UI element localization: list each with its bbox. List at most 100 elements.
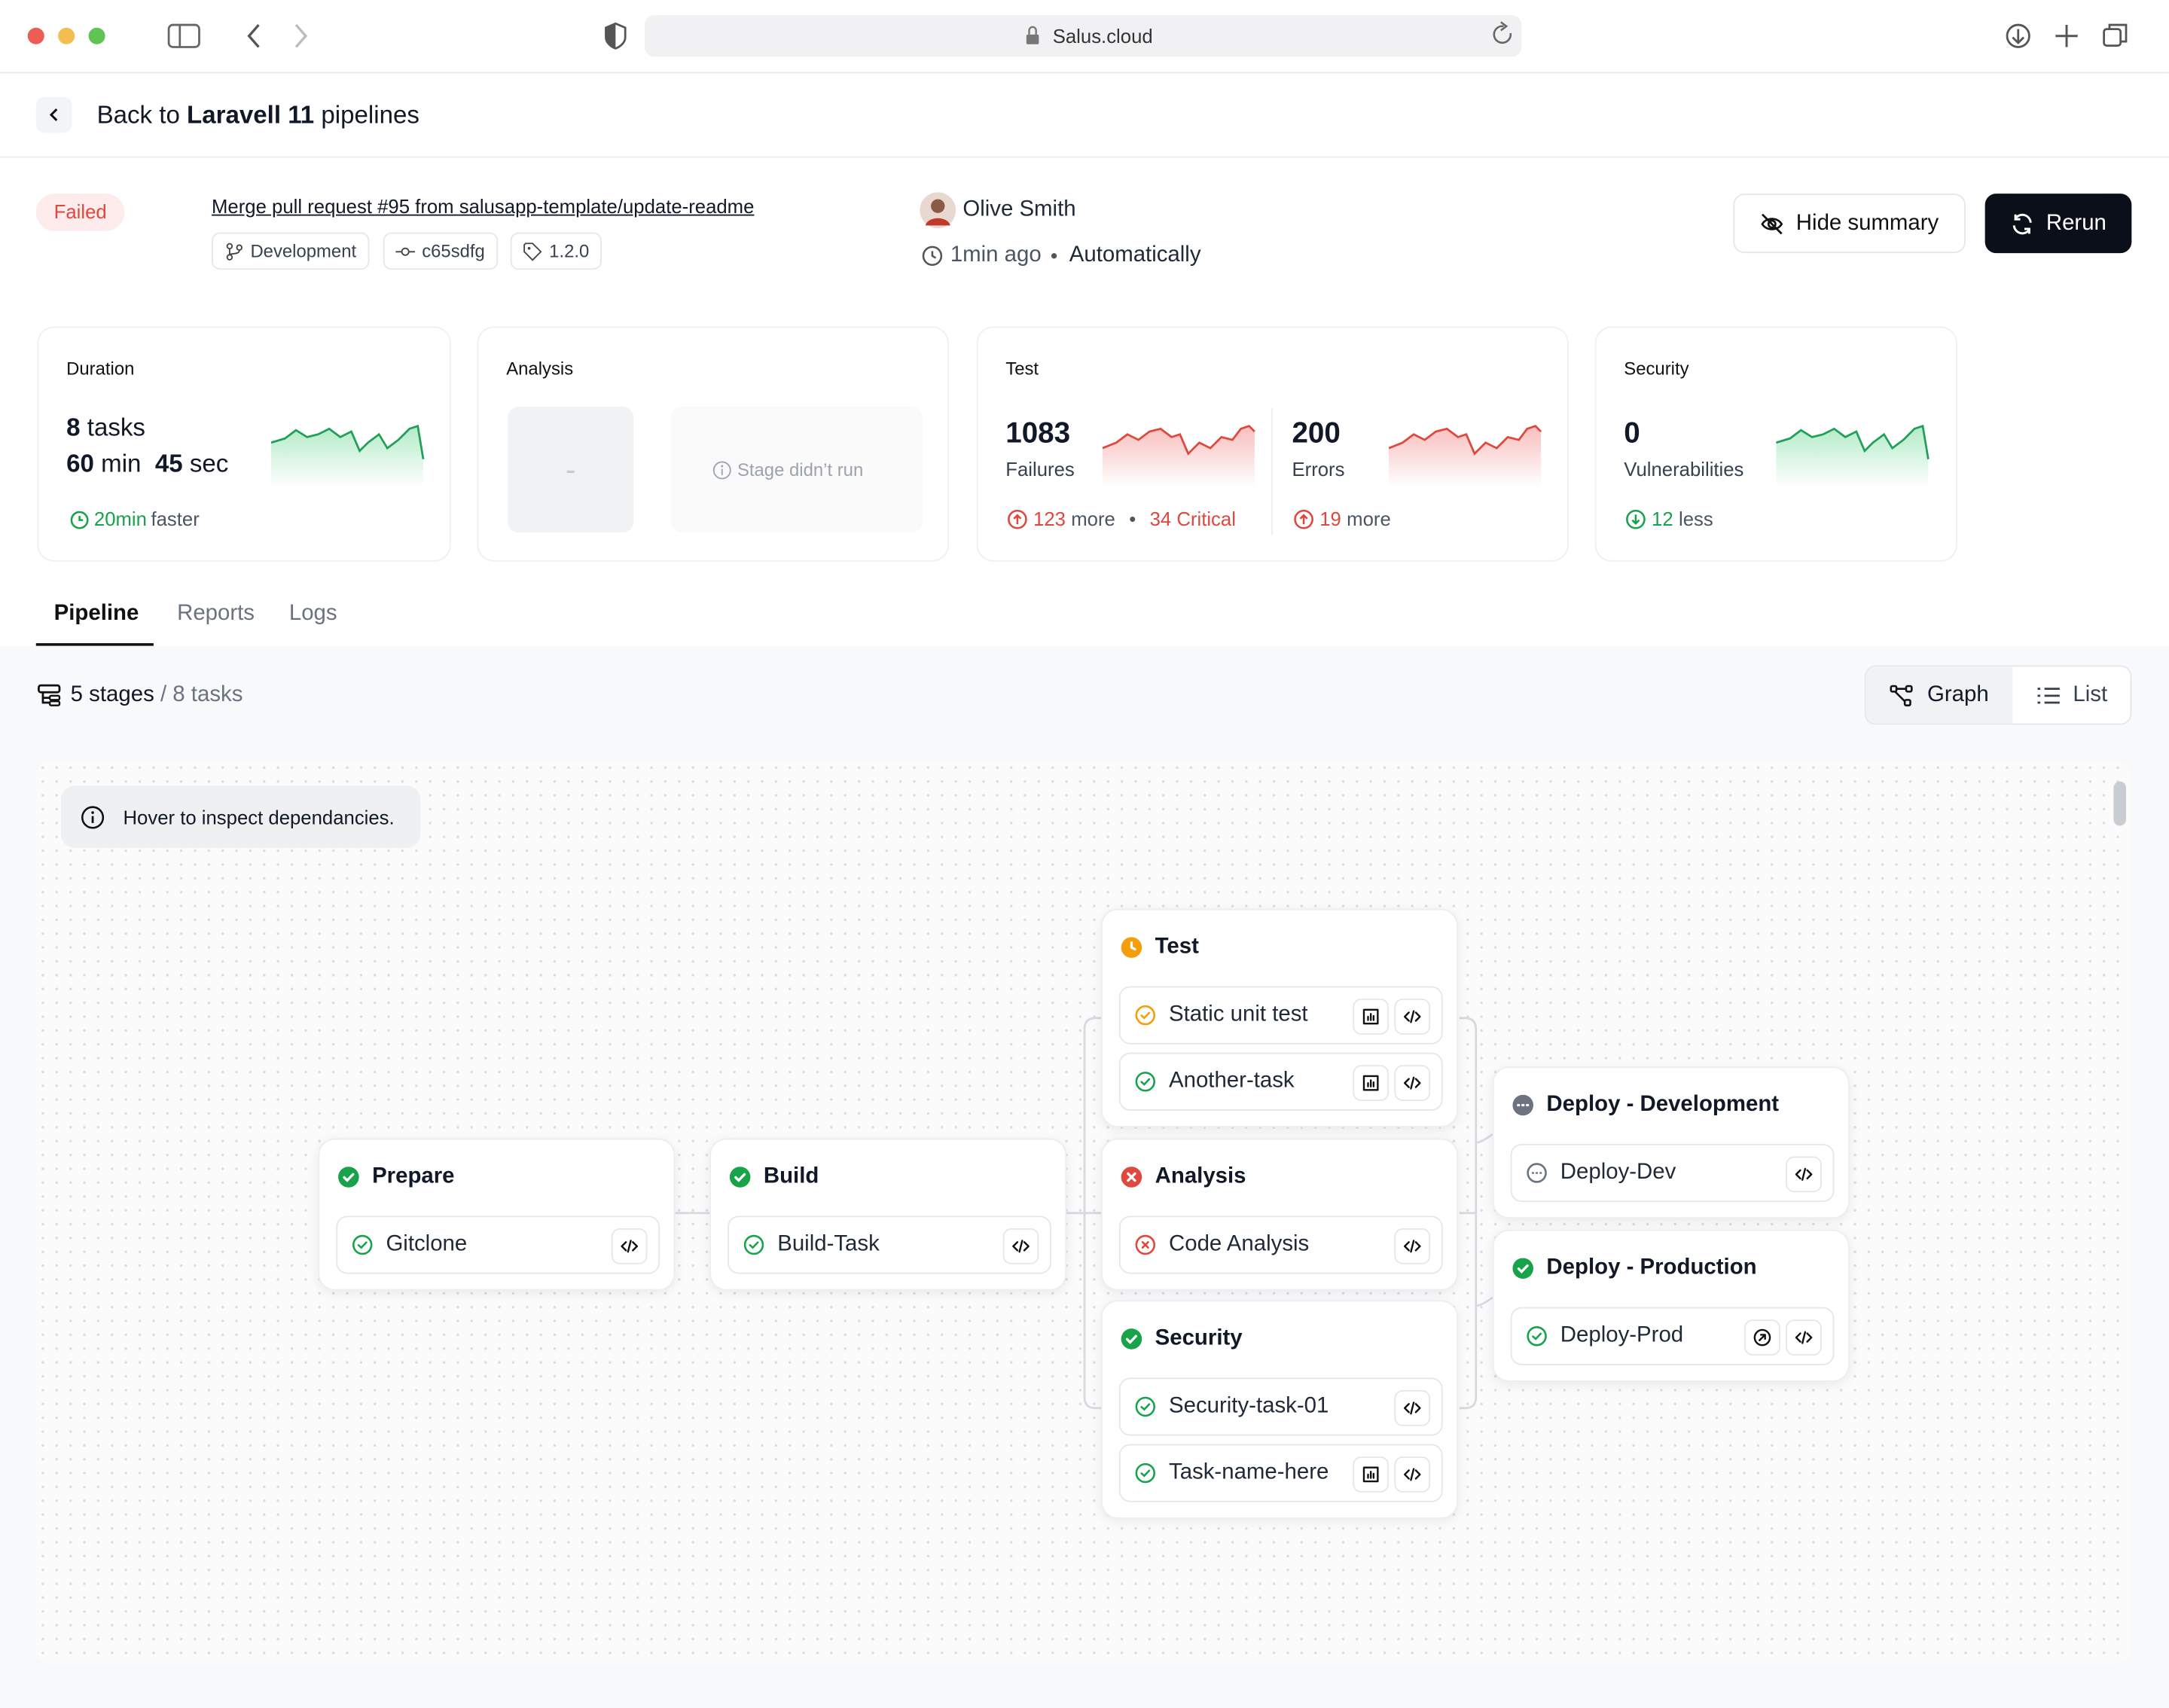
task-action-link[interactable] xyxy=(1744,1319,1780,1356)
back-link[interactable]: Back to Laravell 11 pipelines xyxy=(97,101,419,130)
stage-status-icon xyxy=(1512,1258,1533,1279)
delta-label: more xyxy=(1347,508,1391,530)
version: 1.2.0 xyxy=(549,240,590,262)
task-status-icon xyxy=(352,1234,373,1255)
action-icon xyxy=(1362,1008,1379,1025)
icon-part xyxy=(621,1240,638,1253)
task-action-code[interactable] xyxy=(1786,1156,1822,1193)
commit-chip: c65sdfg xyxy=(383,232,498,270)
task-row[interactable]: Code Analysis xyxy=(1118,1215,1443,1274)
rerun-label: Rerun xyxy=(2045,211,2106,235)
task-action-code[interactable] xyxy=(1786,1319,1822,1356)
author: Olive Smith xyxy=(962,197,1076,221)
analysis-placeholder: - xyxy=(508,406,634,533)
stage-header: Build xyxy=(729,1165,819,1190)
task-row[interactable]: Static unit test xyxy=(1118,986,1443,1045)
icon-part xyxy=(1135,1005,1156,1026)
task-action-code[interactable] xyxy=(1394,1389,1431,1426)
graph-label: Graph xyxy=(1927,682,1989,706)
task-row[interactable]: Another-task xyxy=(1118,1052,1443,1111)
avatar xyxy=(920,192,956,229)
stage-status-icon xyxy=(1121,1167,1142,1188)
stage-name: Analysis xyxy=(1155,1164,1246,1188)
icon-part xyxy=(1403,1010,1421,1023)
task-action-report[interactable] xyxy=(1353,1456,1390,1493)
tab[interactable]: Reports xyxy=(177,601,255,626)
task-row[interactable]: Build-Task xyxy=(728,1215,1051,1274)
stage-node[interactable]: Deploy - Development Deploy-Dev xyxy=(1492,1066,1850,1219)
action-icon xyxy=(1753,1328,1771,1347)
stage-node[interactable]: Security Security-task-01 Task-name-here xyxy=(1101,1300,1458,1519)
task-action-code[interactable] xyxy=(1394,1065,1431,1102)
icon-part xyxy=(1403,1468,1421,1481)
list-view-button[interactable]: List xyxy=(2012,666,2130,723)
tab[interactable]: Pipeline xyxy=(53,601,139,626)
up-icon xyxy=(1294,508,1313,529)
stage-node[interactable]: Build Build-Task xyxy=(709,1138,1067,1291)
card-title: Analysis xyxy=(506,358,574,380)
task-action-code[interactable] xyxy=(1394,1228,1431,1264)
task-action-report[interactable] xyxy=(1353,999,1390,1035)
icon-part xyxy=(357,1241,368,1249)
run-time: 1min ago xyxy=(950,243,1042,267)
icon-part xyxy=(743,1234,764,1255)
icon-part xyxy=(1140,1078,1151,1086)
url[interactable]: Salus.cloud xyxy=(1052,25,1153,47)
icon-part xyxy=(1403,1240,1421,1253)
delta-value: 20min xyxy=(93,508,147,530)
task-action-code[interactable] xyxy=(1394,999,1431,1035)
task-row[interactable]: Task-name-here xyxy=(1118,1444,1443,1502)
delta-value: 12 xyxy=(1652,508,1673,530)
stage-node[interactable]: Test Static unit test Another-task xyxy=(1101,908,1458,1127)
task-name: Code Analysis xyxy=(1169,1232,1310,1256)
duration-time: 60 min 45 sec xyxy=(66,450,228,479)
stage-name: Build xyxy=(763,1164,819,1188)
icon-part xyxy=(352,1234,373,1255)
hint-text: Hover to inspect dependancies. xyxy=(123,805,395,828)
task-action-code[interactable] xyxy=(1394,1456,1431,1493)
task-row[interactable]: Deploy-Prod xyxy=(1510,1307,1835,1365)
icon-part xyxy=(729,1167,751,1188)
icon-part xyxy=(1527,1326,1547,1347)
task-action-code[interactable] xyxy=(1002,1228,1039,1264)
min-label: min xyxy=(101,449,142,477)
commit-message[interactable]: Merge pull request #95 from salusapp-tem… xyxy=(212,194,755,218)
task-action-code[interactable] xyxy=(611,1228,648,1264)
task-name: Deploy-Prod xyxy=(1560,1323,1684,1347)
action-icon xyxy=(1403,1240,1421,1253)
task-row[interactable]: Gitclone xyxy=(336,1215,660,1274)
hide-summary-button[interactable]: Hide summary xyxy=(1733,194,1966,254)
task-name: Static unit test xyxy=(1169,1002,1308,1026)
tag-icon xyxy=(523,242,542,261)
task-action-report[interactable] xyxy=(1353,1065,1390,1102)
failures: 1083 xyxy=(1005,417,1071,450)
action-icon xyxy=(1362,1466,1379,1483)
icon-part xyxy=(1121,1328,1142,1350)
delta-value: 19 xyxy=(1319,508,1341,530)
critical: 34 Critical xyxy=(1149,508,1236,530)
stage-node[interactable]: Deploy - Production Deploy-Prod xyxy=(1492,1229,1850,1382)
icon-part xyxy=(1135,1462,1156,1484)
back-button[interactable] xyxy=(35,96,72,133)
stage-status-icon xyxy=(1512,1094,1533,1116)
stage-status-icon xyxy=(338,1167,359,1188)
stage-status-icon xyxy=(1121,1328,1142,1350)
browser-bar: Salus.cloud xyxy=(0,0,2169,74)
browser-icons xyxy=(27,15,2128,57)
task-row[interactable]: Deploy-Dev xyxy=(1510,1143,1835,1203)
tab-underline xyxy=(35,643,154,646)
sec-label: sec xyxy=(189,449,229,477)
view-toggle: Graph List xyxy=(1864,665,2132,725)
icon-part xyxy=(1362,1466,1379,1483)
stage-node[interactable]: Prepare Gitclone xyxy=(318,1138,676,1291)
icon-part xyxy=(1527,1163,1547,1183)
divider xyxy=(1271,407,1273,535)
task-row[interactable]: Security-task-01 xyxy=(1118,1377,1443,1436)
graph-view-button[interactable]: Graph xyxy=(1865,666,2013,724)
stage-node[interactable]: Analysis Code Analysis xyxy=(1101,1138,1458,1291)
tab[interactable]: Logs xyxy=(288,601,337,626)
branch-icon xyxy=(226,242,243,260)
rerun-button[interactable]: Rerun xyxy=(1984,194,2132,254)
icon-part xyxy=(1135,1072,1156,1092)
